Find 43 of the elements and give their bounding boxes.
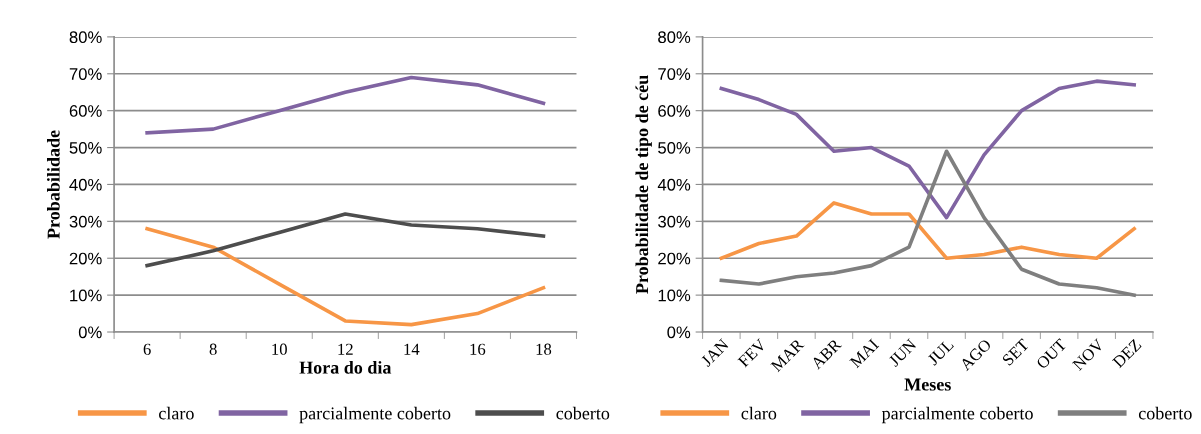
x-tick-label: JUL [926,338,955,366]
line-series [145,212,546,268]
y-tick-label: 40% [69,178,102,191]
y-tick-label: 70% [658,68,691,80]
y-tick-label: 0% [667,326,691,339]
y-tick-label: 30% [69,215,102,228]
y-tick-label: 80% [69,31,102,44]
y-tick-label: 60% [69,105,102,117]
y-tick-label: 50% [69,141,102,154]
y-tick-label: 20% [69,252,102,265]
legend-label: parcialmente coberto [299,406,451,424]
x-axis-title: Meses [904,378,951,391]
y-axis-title: Probabilidade [47,130,60,239]
line-series [145,226,546,327]
y-tick-label: 80% [658,31,691,44]
x-tick-label: 14 [404,343,420,355]
x-tick-label: 12 [338,343,353,355]
y-tick-label: 30% [658,215,691,228]
y-tick-label: 0% [78,326,102,339]
x-tick-label: 18 [536,343,552,355]
legend-label: claro [741,406,777,420]
x-tick-label: SET [1001,338,1030,367]
y-tick-label: 60% [658,105,691,117]
x-tick-label: 16 [470,343,486,355]
x-axis-title: Hora do dia [299,361,392,374]
y-tick-label: 50% [658,141,691,154]
x-tick-label: 10 [272,343,287,355]
legend-label: coberto [556,406,610,420]
y-tick-label: 10% [658,289,691,302]
line-series [719,201,1136,261]
line-series [719,149,1136,297]
legend-label: parcialmente coberto [881,406,1033,424]
legend-label: claro [159,406,194,420]
line-series [719,79,1136,220]
y-tick-label: 40% [657,178,691,191]
line-series [145,75,546,135]
y-tick-label: 20% [658,252,691,265]
legend-label: coberto [1138,406,1192,420]
x-tick-label: 8 [209,343,217,355]
y-tick-label: 70% [69,68,102,80]
x-tick-label: 6 [143,343,151,355]
y-tick-label: 10% [70,289,102,302]
y-axis-title: Probabilidade de tipo de céu [635,75,652,294]
